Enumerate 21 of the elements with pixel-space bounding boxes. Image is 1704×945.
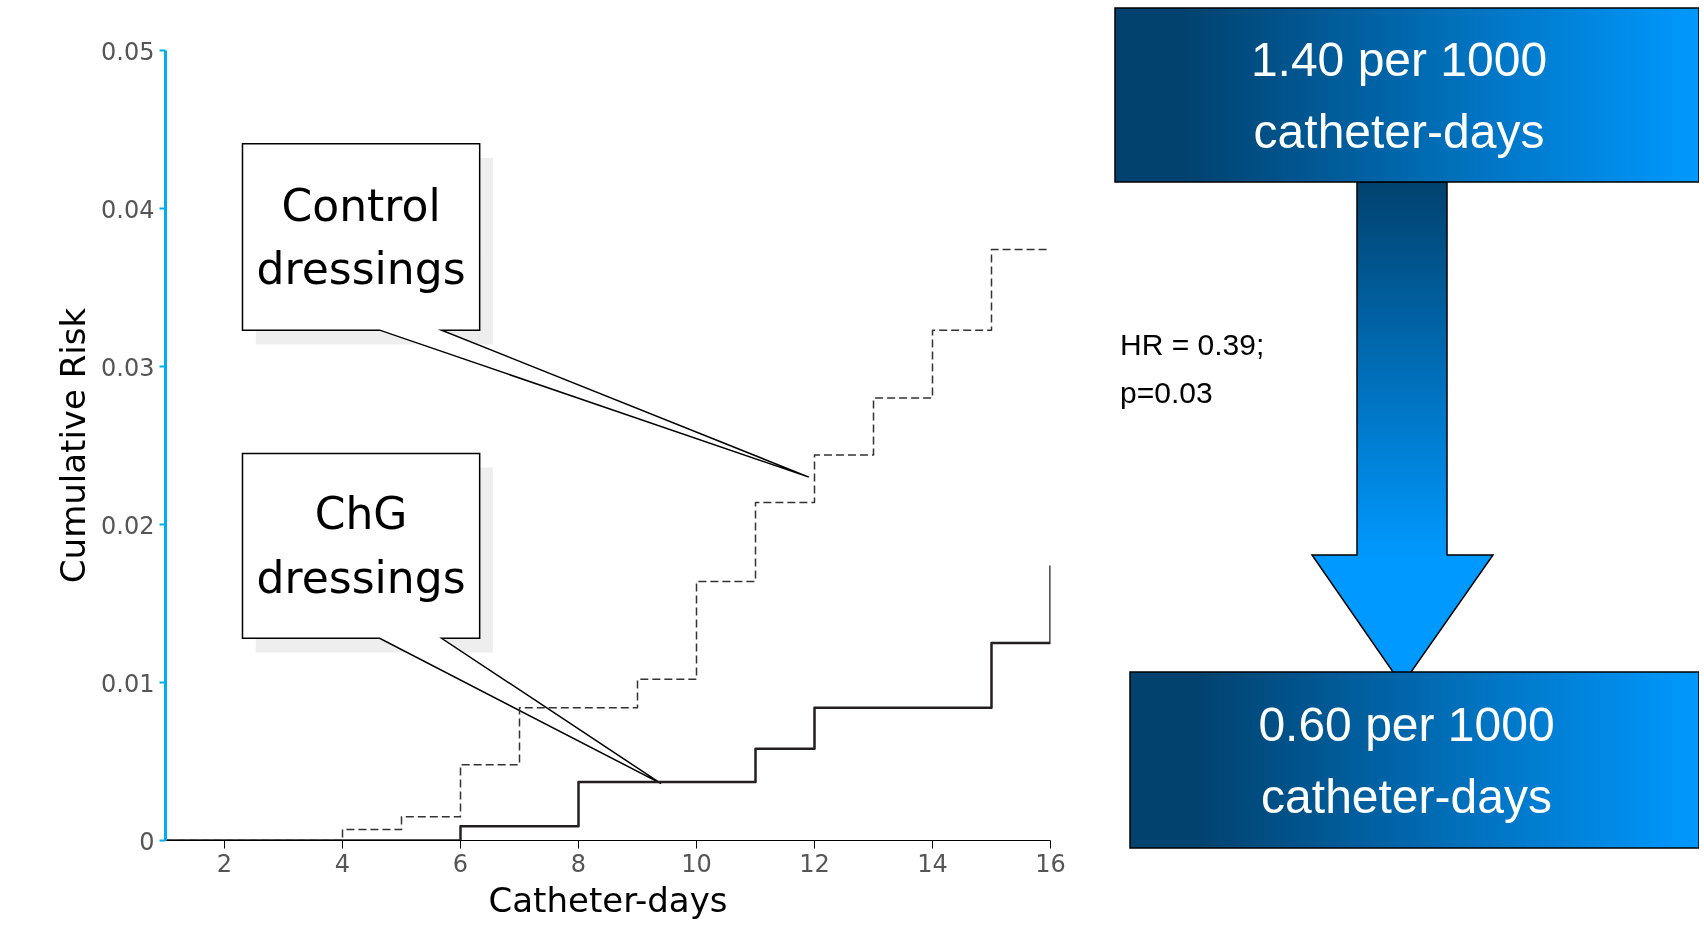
text: 1.40 per 1000 catheter-days [1250,33,1548,158]
x-tick-label: 8 [570,849,587,878]
x-tick-label: 6 [452,849,469,878]
y-tick-label: 0.03 [101,353,155,382]
y-axis-title: Cumulative Risk [53,307,94,584]
y-tick-label: 0 [139,827,155,856]
y-tick-label: 0.01 [101,669,155,698]
text: HR = 0.39; p=0.03 [1120,328,1265,409]
x-tick-label: 12 [799,849,830,878]
x-tick-label: 2 [216,849,233,878]
x-axis-title: Catheter-days [488,879,728,920]
y-tick-label: 0.04 [101,195,155,224]
text: 0.60 per 1000 catheter-days [1258,698,1555,823]
x-tick-label: 16 [1035,849,1066,878]
x-tick-label: 4 [334,849,351,878]
y-tick-label: 0.02 [101,511,155,540]
annotation: ChG dressings [256,488,466,604]
y-tick-label: 0.05 [101,37,155,66]
x-tick-label: 10 [681,849,712,878]
x-tick-label: 14 [917,849,948,878]
annotation: Control dressings [256,179,466,295]
